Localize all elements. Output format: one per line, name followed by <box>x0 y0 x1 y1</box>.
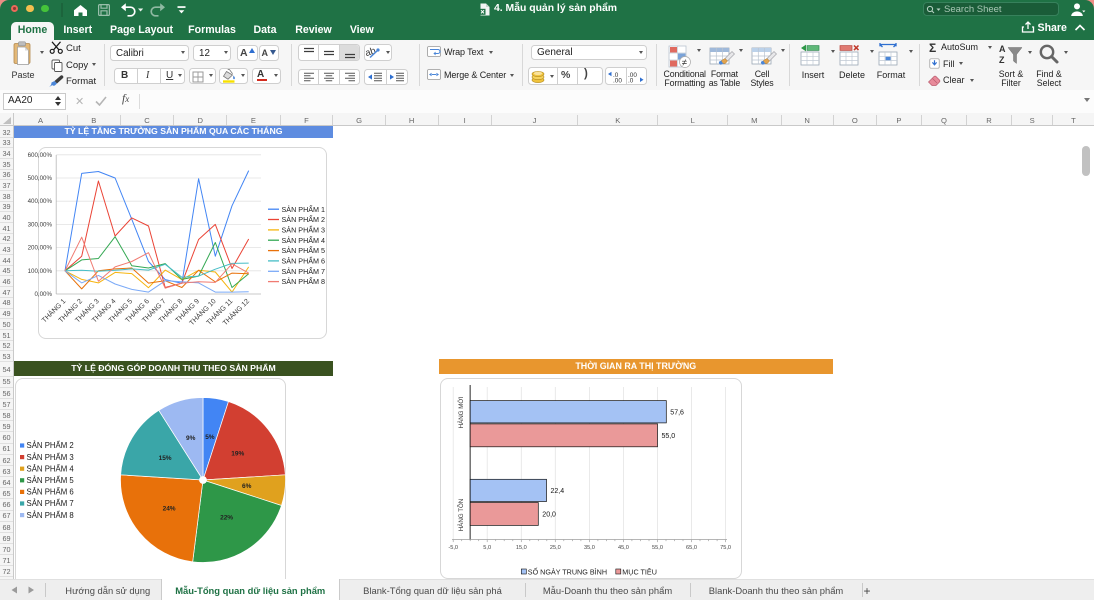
svg-text:SẢN PHẨM 1: SẢN PHẨM 1 <box>282 205 326 214</box>
svg-text:600,00%: 600,00% <box>28 152 53 159</box>
svg-text:400,00%: 400,00% <box>28 198 53 205</box>
svg-text:0,00%: 0,00% <box>34 291 52 298</box>
svg-text:20,0: 20,0 <box>542 512 556 519</box>
svg-text:Z: Z <box>999 55 1005 65</box>
svg-text:SẢN PHẨM 2: SẢN PHẨM 2 <box>27 441 74 450</box>
svg-text:MỤC TIÊU: MỤC TIÊU <box>622 567 657 576</box>
svg-text:SẢN PHẨM 7: SẢN PHẨM 7 <box>282 267 326 276</box>
svg-text:.00: .00 <box>628 72 637 79</box>
svg-text:200,00%: 200,00% <box>28 245 53 252</box>
svg-text:SẢN PHẨM 3: SẢN PHẨM 3 <box>27 453 74 462</box>
svg-text:300,00%: 300,00% <box>28 221 53 228</box>
svg-text:A: A <box>999 44 1006 54</box>
svg-text:.0: .0 <box>628 78 634 84</box>
svg-text:SẢN PHẨM 8: SẢN PHẨM 8 <box>27 511 74 520</box>
svg-text:SẢN PHẨM 7: SẢN PHẨM 7 <box>27 499 74 508</box>
svg-text:15%: 15% <box>159 455 172 462</box>
svg-text:SẢN PHẨM 5: SẢN PHẨM 5 <box>282 246 326 255</box>
svg-text:SẢN PHẨM 6: SẢN PHẨM 6 <box>282 257 326 266</box>
svg-text:45,0: 45,0 <box>618 545 629 551</box>
svg-text:SẢN PHẨM 4: SẢN PHẨM 4 <box>282 236 326 245</box>
svg-text:65,0: 65,0 <box>686 545 697 551</box>
svg-text:HÀNG TỒN: HÀNG TỒN <box>458 499 465 532</box>
svg-text:SẢN PHẨM 8: SẢN PHẨM 8 <box>282 277 326 286</box>
svg-text:25,0: 25,0 <box>550 545 561 551</box>
svg-text:SẢN PHẨM 6: SẢN PHẨM 6 <box>27 488 74 497</box>
svg-text:9%: 9% <box>186 435 196 442</box>
svg-text:55,0: 55,0 <box>652 545 663 551</box>
svg-text:.0: .0 <box>613 72 619 79</box>
svg-text:75,0: 75,0 <box>720 545 731 551</box>
svg-text:ab: ab <box>366 46 377 59</box>
svg-text:6%: 6% <box>242 483 252 490</box>
svg-text:24%: 24% <box>163 505 176 512</box>
svg-text:≠: ≠ <box>682 57 687 68</box>
svg-text:55,0: 55,0 <box>662 433 676 440</box>
svg-text:.00: .00 <box>613 78 622 84</box>
svg-text:100,00%: 100,00% <box>28 268 53 275</box>
svg-text:SẢN PHẨM 3: SẢN PHẨM 3 <box>282 226 326 235</box>
svg-text:15,0: 15,0 <box>516 545 527 551</box>
svg-text:19%: 19% <box>231 450 244 457</box>
svg-text:57,6: 57,6 <box>670 409 684 416</box>
svg-text:SẢN PHẨM 2: SẢN PHẨM 2 <box>282 215 326 224</box>
svg-text:5%: 5% <box>205 434 215 441</box>
svg-text:5,0: 5,0 <box>483 545 491 551</box>
svg-text:35,0: 35,0 <box>584 545 595 551</box>
svg-text:SỐ NGÀY TRUNG BÌNH: SỐ NGÀY TRUNG BÌNH <box>528 566 607 576</box>
svg-text:22%: 22% <box>220 515 233 522</box>
svg-text:HÀNG MỚI: HÀNG MỚI <box>458 396 465 428</box>
svg-text:500,00%: 500,00% <box>28 175 53 182</box>
svg-text:SẢN PHẨM 4: SẢN PHẨM 4 <box>27 464 75 473</box>
svg-text:SẢN PHẨM 5: SẢN PHẨM 5 <box>27 476 75 485</box>
svg-text:22,4: 22,4 <box>551 488 565 495</box>
svg-text:-5,0: -5,0 <box>448 545 458 551</box>
